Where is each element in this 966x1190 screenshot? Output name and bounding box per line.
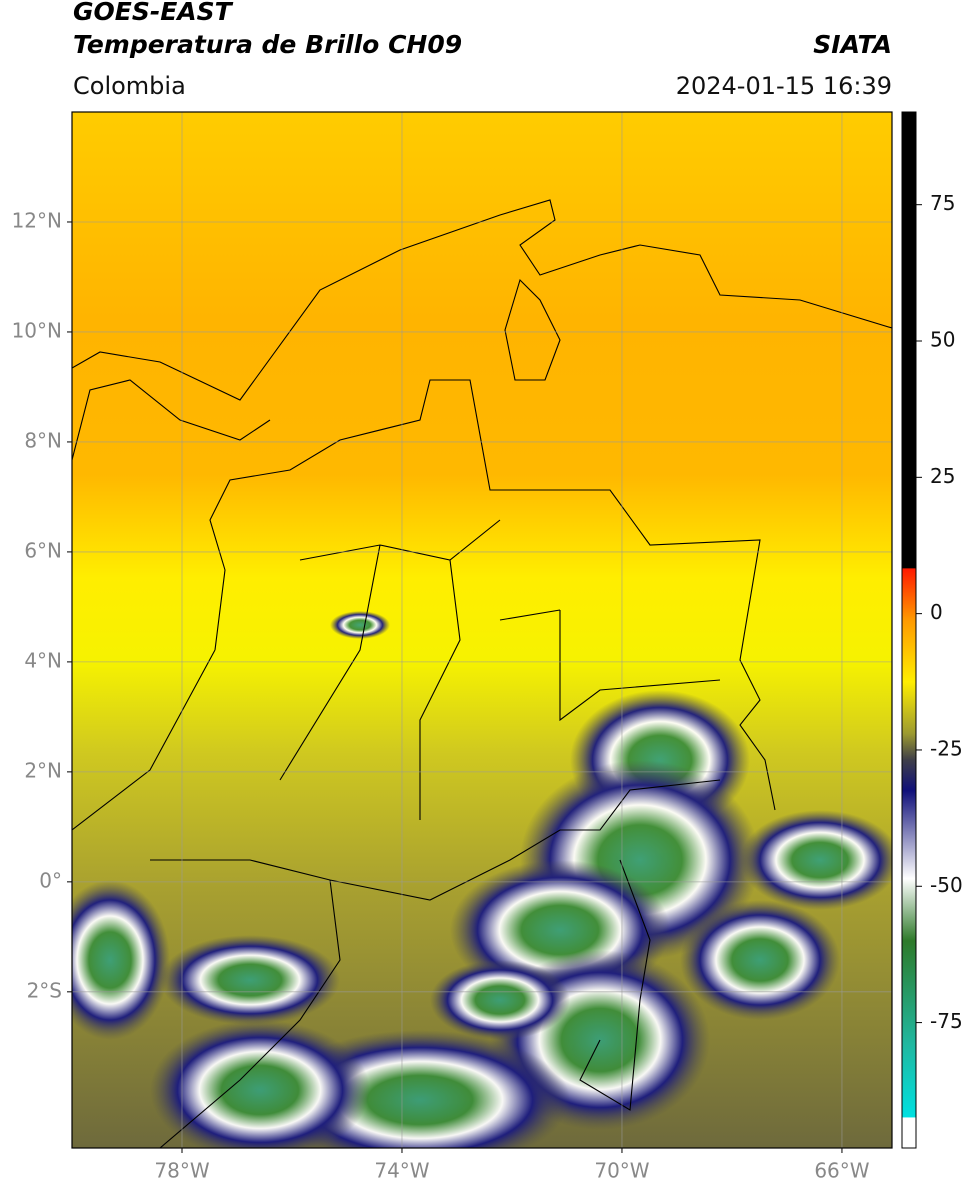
colorbar-tick-label: 75 bbox=[930, 191, 955, 215]
colorbar-tick-label: 25 bbox=[930, 464, 955, 488]
title: GOES-EAST bbox=[73, 0, 234, 26]
region: Colombia bbox=[73, 72, 186, 100]
clouds bbox=[72, 611, 892, 1148]
lat-tick-label: 2°S bbox=[27, 978, 62, 1002]
colorbar-tick-label: -75 bbox=[930, 1009, 963, 1033]
colorbar-tick-label: 50 bbox=[930, 328, 955, 352]
lon-tick-label: 74°W bbox=[374, 1159, 429, 1183]
colorbar-tick-label: -50 bbox=[930, 873, 963, 897]
colorbar-tick-label: -25 bbox=[930, 736, 963, 760]
lat-tick-label: 0° bbox=[39, 868, 62, 892]
lat-tick-label: 4°N bbox=[24, 648, 62, 672]
lon-tick-label: 66°W bbox=[814, 1159, 869, 1183]
source: SIATA bbox=[813, 30, 892, 59]
lat-tick-label: 8°N bbox=[24, 428, 62, 452]
lon-tick-label: 70°W bbox=[594, 1159, 649, 1183]
borders bbox=[72, 199, 892, 1148]
subtitle: Temperatura de Brillo CH09 bbox=[73, 30, 462, 59]
lat-tick-label: 10°N bbox=[12, 318, 62, 342]
lat-tick-label: 2°N bbox=[24, 758, 62, 782]
map-frame bbox=[71, 111, 893, 1149]
colorbar bbox=[901, 111, 917, 1149]
map bbox=[72, 112, 892, 1148]
lon-tick-label: 78°W bbox=[154, 1159, 209, 1183]
lat-tick-label: 6°N bbox=[24, 538, 62, 562]
colorbar-tick-label: 0 bbox=[930, 600, 943, 624]
datetime: 2024-01-15 16:39 bbox=[676, 72, 892, 100]
lat-tick-label: 12°N bbox=[12, 208, 62, 232]
